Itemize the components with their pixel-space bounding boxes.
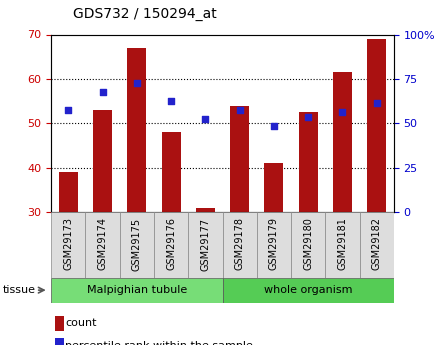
Point: [373, 101, 380, 106]
Point: [202, 116, 209, 122]
Point: [271, 123, 278, 128]
Text: GDS732 / 150294_at: GDS732 / 150294_at: [73, 7, 217, 21]
Point: [168, 98, 175, 104]
FancyBboxPatch shape: [154, 212, 188, 278]
Bar: [93, 110, 112, 212]
Bar: [230, 106, 249, 212]
Point: [99, 89, 106, 95]
Bar: [55, 316, 64, 331]
Point: [236, 107, 243, 113]
Bar: [333, 72, 352, 212]
Text: tissue: tissue: [3, 285, 36, 295]
Point: [134, 81, 141, 86]
Text: GSM29181: GSM29181: [337, 217, 348, 270]
Text: whole organism: whole organism: [264, 285, 352, 295]
Text: GSM29182: GSM29182: [372, 217, 382, 270]
FancyBboxPatch shape: [51, 212, 85, 278]
Bar: [127, 48, 146, 212]
Text: percentile rank within the sample: percentile rank within the sample: [65, 341, 253, 345]
FancyBboxPatch shape: [51, 278, 223, 303]
Text: GSM29179: GSM29179: [269, 217, 279, 270]
FancyBboxPatch shape: [360, 212, 394, 278]
Text: GSM29176: GSM29176: [166, 217, 176, 270]
FancyBboxPatch shape: [222, 212, 257, 278]
Text: GSM29177: GSM29177: [200, 217, 210, 270]
FancyBboxPatch shape: [257, 212, 291, 278]
Bar: [367, 39, 386, 212]
Text: GSM29173: GSM29173: [63, 217, 73, 270]
FancyBboxPatch shape: [85, 212, 120, 278]
Point: [339, 109, 346, 115]
Bar: [59, 172, 78, 212]
FancyBboxPatch shape: [291, 212, 325, 278]
Text: GSM29174: GSM29174: [97, 217, 108, 270]
FancyBboxPatch shape: [188, 212, 222, 278]
Bar: [55, 338, 64, 345]
Text: count: count: [65, 318, 97, 328]
Point: [305, 114, 312, 119]
FancyBboxPatch shape: [222, 278, 394, 303]
Text: GSM29175: GSM29175: [132, 217, 142, 270]
Point: [65, 107, 72, 113]
Text: GSM29178: GSM29178: [235, 217, 245, 270]
Bar: [162, 132, 181, 212]
Bar: [299, 112, 318, 212]
Text: Malpighian tubule: Malpighian tubule: [87, 285, 187, 295]
Bar: [196, 208, 215, 212]
FancyBboxPatch shape: [120, 212, 154, 278]
Text: GSM29180: GSM29180: [303, 217, 313, 270]
Bar: [264, 163, 283, 212]
FancyBboxPatch shape: [325, 212, 360, 278]
